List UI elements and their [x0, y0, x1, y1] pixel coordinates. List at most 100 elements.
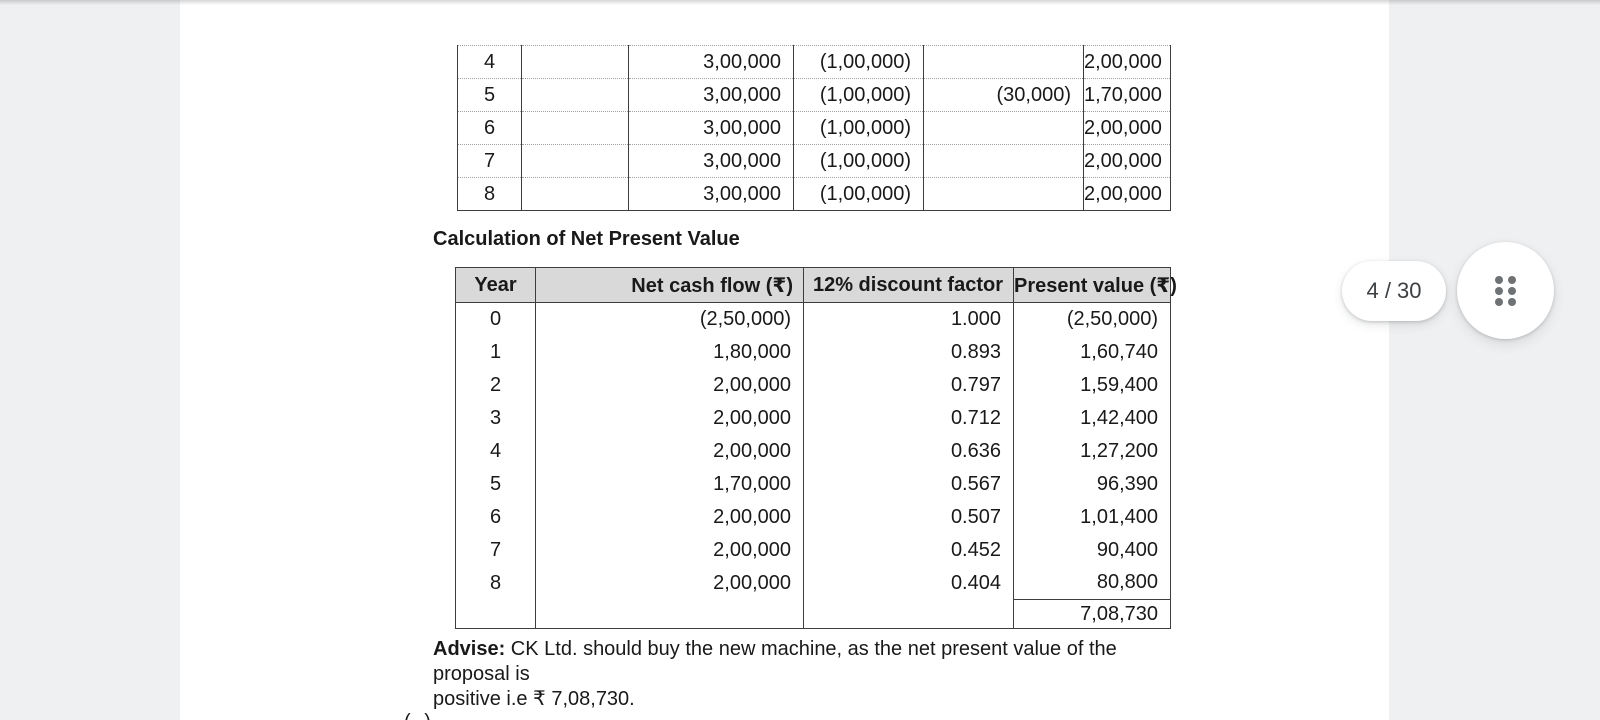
cell: 2,00,000: [1083, 45, 1171, 79]
table-row: 3 2,00,000 0.712 1,42,400: [456, 401, 1171, 435]
table-row: 7 2,00,000 0.452 90,400: [456, 533, 1171, 567]
table-row: 5 3,00,000 (1,00,000) (30,000) 1,70,000: [457, 78, 1171, 112]
cell: 1,27,200: [1013, 434, 1171, 468]
cell: 1,80,000: [535, 335, 804, 369]
table-header-row: Year Net cash flow (₹) 12% discount fact…: [455, 267, 1177, 303]
cell: 6: [457, 111, 522, 145]
table-row: 8 3,00,000 (1,00,000) 2,00,000: [457, 177, 1171, 211]
cell: 2,00,000: [535, 401, 804, 435]
cell: 0.797: [803, 368, 1014, 402]
table-row: 8 2,00,000 0.404 80,800: [456, 566, 1171, 600]
cell: 1.000: [803, 302, 1014, 336]
cell: (1,00,000): [793, 144, 924, 178]
cell: [521, 78, 629, 112]
cell: (1,00,000): [793, 177, 924, 211]
cell: 0.636: [803, 434, 1014, 468]
cell: 2,00,000: [535, 566, 804, 600]
column-header: 12% discount factor: [803, 267, 1014, 303]
cell: [521, 144, 629, 178]
cell: (2,50,000): [1013, 302, 1171, 336]
advise-text-line1: CK Ltd. should buy the new machine, as t…: [433, 638, 1117, 685]
cell: 1,70,000: [535, 467, 804, 501]
cell: [535, 599, 804, 629]
cell: 1,70,000: [1083, 78, 1171, 112]
cell: 0.404: [803, 566, 1014, 600]
document-page: 4 3,00,000 (1,00,000) 2,00,000 5 3,00,00…: [180, 0, 1389, 720]
grid-view-button[interactable]: [1457, 242, 1554, 339]
cell: 0.567: [803, 467, 1014, 501]
cell: 1: [489, 340, 502, 363]
cell: 4: [483, 50, 496, 73]
cell: (2,50,000): [535, 302, 804, 336]
cell: 1,60,740: [1013, 335, 1171, 369]
cell: 2,00,000: [1083, 177, 1171, 211]
cell: 3,00,000: [628, 111, 794, 145]
advise-text-line2: positive i.e ₹ 7,08,730.: [433, 688, 635, 710]
cell: 1,42,400: [1013, 401, 1171, 435]
cell: 80,800: [1013, 566, 1171, 600]
table-row: 1 1,80,000 0.893 1,60,740: [456, 335, 1171, 369]
cell: [923, 177, 1084, 211]
cell: 2,00,000: [535, 368, 804, 402]
cell: (1,00,000): [793, 111, 924, 145]
cell: 0.507: [803, 500, 1014, 534]
cell: [923, 111, 1084, 145]
table-row: 5 1,70,000 0.567 96,390: [456, 467, 1171, 501]
cell: 0.452: [803, 533, 1014, 567]
cell: 2,00,000: [1083, 144, 1171, 178]
cell: 6: [489, 505, 502, 528]
cell: 96,390: [1013, 467, 1171, 501]
cell: 2,00,000: [535, 500, 804, 534]
cell: 2,00,000: [1083, 111, 1171, 145]
table-row: 6 3,00,000 (1,00,000) 2,00,000: [457, 111, 1171, 145]
table-row: 7 3,00,000 (1,00,000) 2,00,000: [457, 144, 1171, 178]
table-row: 6 2,00,000 0.507 1,01,400: [456, 500, 1171, 534]
cell: [521, 177, 629, 211]
table-row: 0 (2,50,000) 1.000 (2,50,000): [456, 302, 1171, 336]
grid-dots-icon: [1495, 275, 1516, 306]
cell: [521, 111, 629, 145]
cell: 2,00,000: [535, 434, 804, 468]
cell: 0.712: [803, 401, 1014, 435]
page-indicator: 4 / 30: [1342, 261, 1446, 321]
cell: (30,000): [923, 78, 1084, 112]
cell: 8: [457, 177, 522, 211]
column-header: Net cash flow (₹): [535, 267, 804, 303]
table-row: 4 3,00,000 (1,00,000) 2,00,000: [458, 45, 1171, 79]
cell: 0: [489, 307, 502, 330]
table-row: 2 2,00,000 0.797 1,59,400: [456, 368, 1171, 402]
cell: [456, 600, 536, 629]
cash-flow-continuation-table: 4 3,00,000 (1,00,000) 2,00,000 5 3,00,00…: [457, 45, 1171, 211]
cell: 3,00,000: [628, 78, 794, 112]
cell: 2,00,000: [535, 533, 804, 567]
npv-total-cell: 7,08,730: [1013, 599, 1171, 629]
page-indicator-label: 4 / 30: [1366, 278, 1422, 303]
cell: 0.893: [803, 335, 1014, 369]
cell: 5: [489, 472, 502, 495]
section-title: Calculation of Net Present Value: [433, 228, 740, 250]
advise-paragraph: Advise: CK Ltd. should buy the new machi…: [433, 637, 1183, 712]
cell: 7: [457, 144, 522, 178]
cell: 3,00,000: [628, 144, 794, 178]
npv-table: Year Net cash flow (₹) 12% discount fact…: [455, 267, 1177, 629]
cell: 8: [489, 571, 502, 594]
cell: [923, 45, 1084, 79]
cell: (1,00,000): [793, 78, 924, 112]
cell: 2: [489, 373, 502, 396]
table-total-row: 7,08,730: [456, 599, 1171, 629]
cell: 5: [457, 78, 522, 112]
advise-label: Advise:: [433, 638, 506, 660]
cell: 90,400: [1013, 533, 1171, 567]
cell: 4: [489, 439, 502, 462]
cell: (1,00,000): [793, 45, 924, 79]
cell: [923, 144, 1084, 178]
cell: 1,59,400: [1013, 368, 1171, 402]
cell: 3,00,000: [628, 177, 794, 211]
cell: 3: [489, 406, 502, 429]
column-header: Present value (₹): [1013, 267, 1177, 303]
table-row: 4 2,00,000 0.636 1,27,200: [456, 434, 1171, 468]
cell: [803, 599, 1014, 629]
column-header: Year: [455, 267, 536, 303]
cell: [521, 45, 629, 79]
